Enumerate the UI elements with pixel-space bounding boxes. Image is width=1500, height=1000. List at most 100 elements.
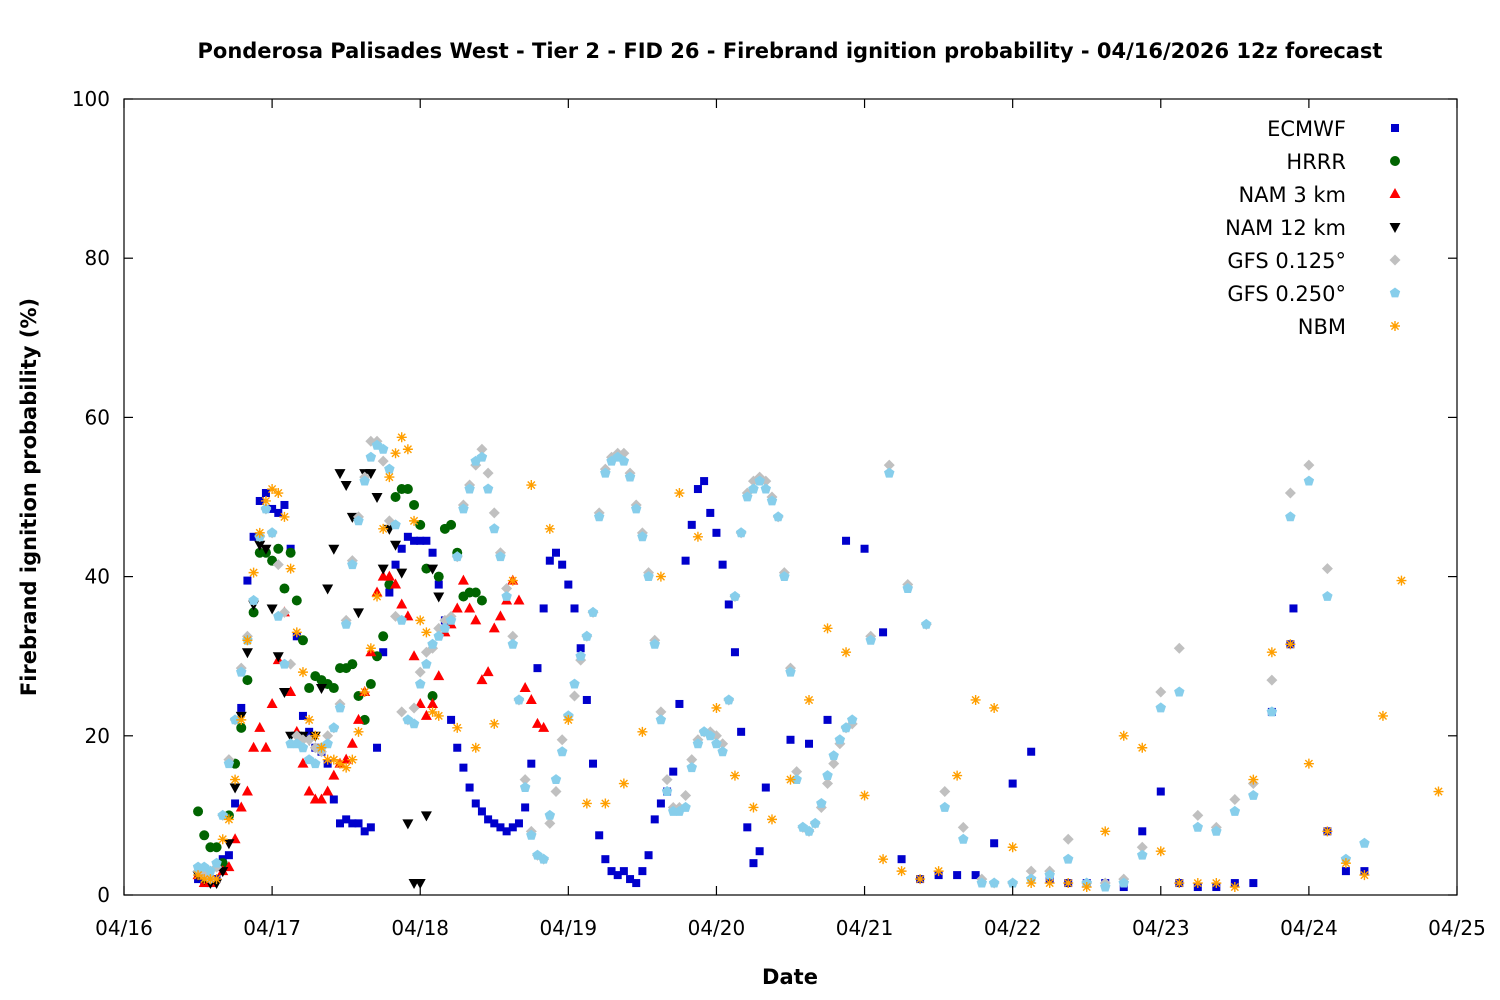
data-point [285, 547, 296, 558]
data-point [447, 715, 456, 724]
data-point [933, 866, 944, 877]
data-point [754, 475, 765, 486]
data-point [1156, 787, 1165, 796]
data-point [347, 559, 358, 570]
data-point [501, 583, 513, 595]
data-point [402, 444, 413, 455]
data-point [631, 503, 642, 514]
data-point [587, 606, 599, 617]
data-point [680, 790, 692, 801]
data-point [1063, 853, 1074, 864]
data-point [496, 823, 505, 832]
data-point [273, 488, 284, 499]
data-point [760, 483, 771, 494]
data-point [761, 783, 770, 792]
data-point [953, 871, 962, 880]
data-point [346, 737, 358, 748]
legend-marker [1389, 254, 1401, 266]
data-point [248, 595, 259, 605]
data-point [1433, 786, 1444, 797]
data-point [637, 726, 648, 737]
data-point [334, 702, 346, 713]
data-point [729, 591, 741, 601]
data-point [1229, 793, 1241, 805]
data-point [279, 511, 290, 522]
legend-label: GFS 0.250° [1227, 282, 1346, 306]
data-point [1284, 487, 1296, 499]
data-point [1173, 642, 1185, 654]
data-point [661, 774, 673, 786]
data-point [365, 469, 377, 480]
data-point [1229, 882, 1240, 893]
data-point [347, 659, 358, 670]
legend-label: HRRR [1286, 150, 1346, 174]
data-point [810, 817, 821, 828]
x-tick-label: 04/25 [1428, 916, 1486, 940]
data-point [378, 631, 389, 642]
data-point [322, 584, 334, 595]
data-point [445, 614, 457, 625]
legend-marker [1389, 287, 1401, 298]
data-point [396, 432, 407, 443]
data-point [643, 571, 654, 581]
data-point [644, 851, 653, 860]
data-point [712, 528, 721, 537]
data-point [766, 495, 778, 506]
data-point [397, 544, 406, 553]
data-point [477, 807, 486, 816]
data-point [433, 670, 445, 681]
data-point [347, 754, 358, 765]
data-point [390, 540, 402, 551]
data-point [626, 875, 635, 884]
data-point [655, 714, 667, 725]
data-point [365, 451, 377, 462]
data-point [409, 515, 420, 526]
data-point [693, 485, 702, 494]
data-point [464, 602, 476, 613]
x-tick-label: 04/20 [688, 916, 746, 940]
data-point [340, 618, 352, 629]
data-point [507, 638, 518, 649]
data-point [353, 608, 365, 619]
data-point [427, 706, 438, 717]
data-point [680, 801, 691, 812]
data-point [669, 767, 678, 776]
data-point [341, 762, 352, 773]
data-point [396, 598, 408, 609]
data-point [575, 650, 586, 661]
data-point [410, 536, 419, 545]
data-point [779, 571, 790, 581]
data-point [1396, 575, 1407, 586]
data-point [748, 802, 759, 813]
data-point [328, 544, 340, 555]
data-point [743, 823, 752, 832]
data-point [563, 714, 574, 725]
data-point [624, 471, 636, 482]
data-point [409, 499, 420, 510]
data-point [834, 734, 846, 745]
data-point [211, 842, 222, 853]
legend: ECMWF HRRR NAM 3 km NAM 12 km GFS 0.125° GFS … [1225, 117, 1401, 339]
data-point [661, 786, 673, 796]
data-point [427, 697, 439, 708]
data-point [737, 727, 746, 736]
data-point [236, 722, 247, 733]
data-point [507, 575, 518, 586]
data-point [248, 567, 259, 578]
data-point [971, 871, 980, 880]
data-point [1062, 833, 1074, 845]
data-point [686, 754, 698, 766]
data-point [353, 515, 364, 526]
data-point [489, 523, 500, 534]
data-point [656, 799, 665, 808]
data-point [268, 504, 277, 513]
data-point [970, 694, 981, 705]
data-point [1136, 841, 1148, 853]
data-point [822, 623, 833, 634]
data-point [303, 734, 315, 746]
data-point [457, 574, 469, 585]
data-point [451, 602, 463, 613]
y-tick-label: 40 [85, 565, 110, 589]
data-point [878, 854, 889, 865]
data-point [310, 730, 321, 741]
